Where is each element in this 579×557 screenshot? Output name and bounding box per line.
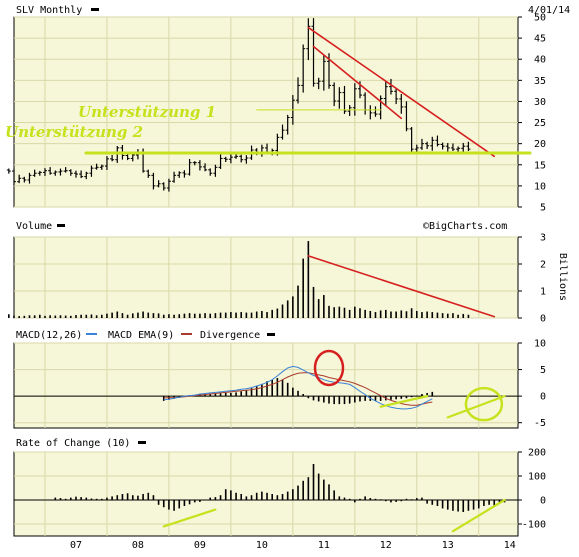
price-panel — [13, 16, 519, 208]
signal-line — [163, 372, 433, 406]
x-tick-label: 12 — [380, 540, 392, 551]
support-1-label: Unterstützung 1 — [78, 103, 216, 121]
volume-panel — [13, 236, 519, 319]
highlight-ellipse — [464, 386, 504, 422]
y-tick-label: 5 — [540, 203, 546, 214]
trend-line — [162, 508, 217, 528]
credit-text: ©BigCharts.com — [423, 221, 507, 232]
roc-panel — [13, 451, 519, 537]
y-tick-label: 3 — [540, 233, 546, 244]
y-tick-label: 25 — [534, 118, 546, 129]
trend-line — [307, 26, 496, 158]
macd-panel — [13, 342, 519, 429]
highlight-ellipse — [313, 349, 345, 387]
trend-line — [307, 255, 496, 318]
y-tick-label: 5 — [540, 365, 546, 376]
macd-ema-legend: MACD EMA(9) — [108, 330, 174, 341]
x-tick-label: 11 — [318, 540, 330, 551]
y-tick-label: 0 — [540, 496, 546, 507]
y-tick-label: 30 — [534, 97, 546, 108]
y-tick-label: 45 — [534, 34, 546, 45]
chart-date: 4/01/14 — [528, 5, 570, 16]
title-legend-swatch — [91, 8, 99, 11]
trend-line — [451, 498, 506, 533]
divergence-legend-swatch — [267, 333, 275, 336]
y-tick-label: 1 — [540, 287, 546, 298]
y-tick-label: 100 — [528, 472, 546, 483]
y-tick-label: 0 — [540, 392, 546, 403]
roc-title: Rate of Change (10) — [16, 438, 130, 449]
x-tick-label: 09 — [194, 540, 206, 551]
y-tick-label: 10 — [534, 339, 546, 350]
y-tick-label: 200 — [528, 448, 546, 459]
volume-title: Volume — [16, 221, 52, 232]
macd-title: MACD(12,26) — [16, 330, 82, 341]
y-tick-label: 20 — [534, 139, 546, 150]
x-tick-label: 07 — [70, 540, 82, 551]
y-tick-label: 15 — [534, 160, 546, 171]
y-tick-label: 0 — [540, 314, 546, 325]
roc-legend-swatch — [138, 441, 146, 444]
volume-legend-swatch — [57, 224, 65, 227]
trend-line — [379, 395, 429, 408]
support-2-label: Unterstützung 2 — [5, 123, 143, 141]
chart-title: SLV Monthly — [16, 5, 82, 16]
trend-line — [312, 45, 403, 120]
trend-line — [446, 395, 506, 419]
y-tick-label: 10 — [534, 181, 546, 192]
y-tick-label: 50 — [534, 13, 546, 24]
y-tick-label: -100 — [522, 520, 546, 531]
x-tick-label: 10 — [256, 540, 268, 551]
y-tick-label: 2 — [540, 260, 546, 271]
y-tick-label: -5 — [534, 418, 546, 429]
volume-unit: Billions — [557, 253, 568, 301]
annotation-layer — [84, 26, 532, 533]
axis-ticks: 07 08 09 10 11 12 13 1451015202530354045500123-… — [70, 13, 546, 552]
x-tick-label: 08 — [132, 540, 144, 551]
y-tick-label: 35 — [534, 76, 546, 87]
divergence-legend: Divergence — [200, 330, 260, 341]
x-tick-label: 13 — [442, 540, 454, 551]
x-tick-label: 14 — [504, 540, 516, 551]
y-tick-label: 40 — [534, 55, 546, 66]
